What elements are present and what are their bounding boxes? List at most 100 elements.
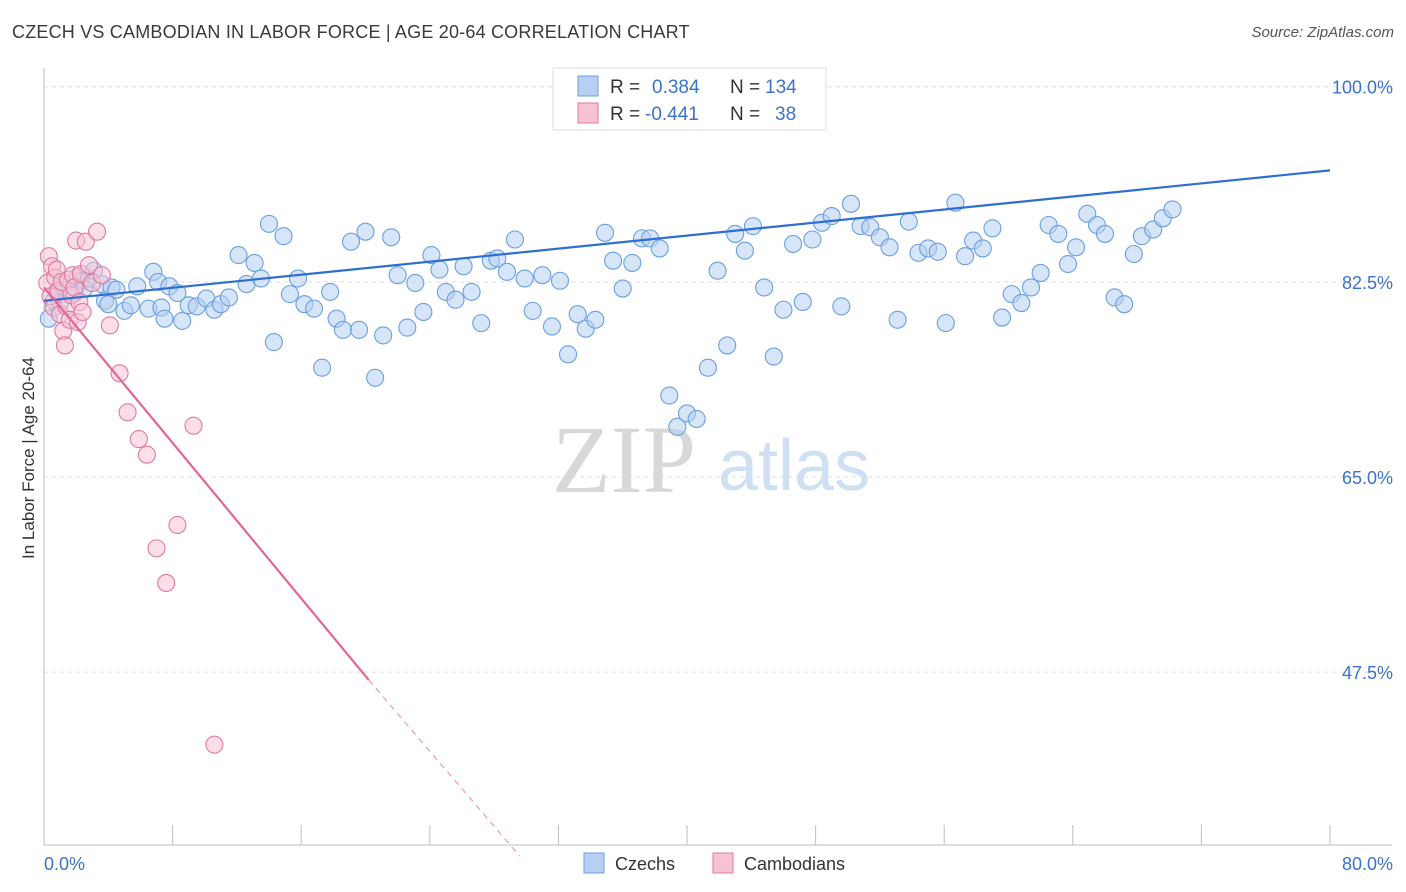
czech-point-81 bbox=[613, 279, 632, 298]
trend-lines bbox=[43, 169, 1331, 857]
cambodian-point-32 bbox=[137, 445, 156, 464]
czech-point-51 bbox=[356, 222, 375, 241]
czech-point-52 bbox=[366, 368, 385, 387]
chart-title: CZECH VS CAMBODIAN IN LABOR FORCE | AGE … bbox=[12, 22, 690, 42]
czech-point-48 bbox=[333, 320, 353, 339]
cambodian-point-29 bbox=[110, 364, 129, 383]
czech-point-53 bbox=[374, 326, 393, 345]
czech-point-76 bbox=[568, 305, 587, 324]
czech-point-97 bbox=[764, 347, 783, 366]
czech-point-100 bbox=[793, 292, 812, 311]
czech-point-59 bbox=[422, 246, 441, 265]
czech-point-62 bbox=[446, 290, 465, 309]
czech-point-40 bbox=[274, 227, 293, 246]
czech-point-87 bbox=[668, 417, 687, 436]
czech-point-36 bbox=[245, 253, 264, 272]
czech-point-55 bbox=[388, 266, 407, 285]
legend-r-value-cambodians: -0.441 bbox=[645, 104, 699, 125]
axes bbox=[43, 68, 1392, 846]
czech-point-44 bbox=[305, 299, 324, 318]
cambodian-point-34 bbox=[157, 573, 176, 592]
czech-point-99 bbox=[784, 234, 803, 254]
czech-point-117 bbox=[956, 247, 975, 266]
bottom-legend-swatch-cambodians bbox=[712, 852, 734, 874]
czech-point-135 bbox=[1124, 244, 1143, 264]
czech-point-115 bbox=[936, 314, 955, 333]
legend-n-value-czechs: 134 bbox=[765, 77, 797, 98]
y-tick-label-2: 82.5% bbox=[1342, 273, 1393, 293]
cambodian-point-11 bbox=[55, 336, 74, 355]
cambodian-point-26 bbox=[87, 222, 107, 241]
czech-point-105 bbox=[841, 194, 861, 213]
czech-point-121 bbox=[993, 308, 1012, 327]
czech-point-63 bbox=[454, 257, 473, 276]
cambodian-point-27 bbox=[92, 266, 111, 285]
czech-point-34 bbox=[229, 246, 248, 265]
legend-swatch-cambodians bbox=[577, 102, 599, 124]
series-legend: Czechs Cambodians bbox=[583, 852, 845, 874]
czech-point-128 bbox=[1058, 254, 1078, 274]
czech-point-127 bbox=[1049, 224, 1068, 243]
czech-point-41 bbox=[280, 285, 299, 304]
czech-point-125 bbox=[1031, 263, 1050, 282]
czech-point-73 bbox=[542, 317, 562, 336]
cambodian-point-22 bbox=[73, 302, 92, 322]
czech-point-139 bbox=[1163, 200, 1182, 219]
czech-point-120 bbox=[983, 219, 1002, 238]
cambodian-point-35 bbox=[168, 515, 187, 535]
czech-point-70 bbox=[515, 269, 534, 288]
series-cambodians bbox=[38, 222, 224, 754]
czech-point-68 bbox=[497, 262, 517, 281]
legend-n-label-czechs: N = bbox=[730, 77, 760, 98]
cambodian-point-23 bbox=[76, 232, 95, 251]
czech-point-94 bbox=[735, 241, 754, 260]
czech-point-132 bbox=[1095, 224, 1114, 243]
grid-lines bbox=[44, 86, 1392, 673]
czech-point-72 bbox=[533, 266, 552, 285]
czech-point-104 bbox=[832, 297, 851, 316]
legend-n-label-cambodians: N = bbox=[730, 104, 760, 125]
czech-point-64 bbox=[462, 282, 481, 301]
czech-point-80 bbox=[604, 251, 623, 270]
czech-point-69 bbox=[505, 230, 525, 249]
cambodian-point-33 bbox=[147, 539, 166, 558]
czech-point-109 bbox=[880, 238, 899, 257]
legend-r-value-czechs: 0.384 bbox=[652, 77, 700, 98]
legend-n-value-cambodians: 38 bbox=[775, 104, 796, 125]
czech-trend-line bbox=[43, 169, 1331, 302]
y-tick-label-0: 47.5% bbox=[1342, 663, 1393, 683]
czech-point-78 bbox=[586, 310, 605, 329]
czech-point-24 bbox=[155, 309, 174, 328]
x-tick-label-0: 0.0% bbox=[44, 854, 85, 874]
bottom-legend-label-cambodians: Cambodians bbox=[744, 854, 845, 874]
cambodian-trend-extension bbox=[368, 679, 521, 857]
czech-point-16 bbox=[107, 280, 126, 299]
cambodian-trend-line bbox=[43, 286, 370, 681]
czech-point-101 bbox=[803, 230, 822, 249]
czech-point-18 bbox=[121, 296, 140, 315]
cambodian-point-36 bbox=[184, 416, 203, 435]
czech-point-91 bbox=[708, 261, 727, 280]
czech-point-86 bbox=[660, 386, 679, 405]
czech-point-129 bbox=[1066, 238, 1086, 257]
czech-point-49 bbox=[341, 232, 361, 251]
czech-point-46 bbox=[321, 282, 340, 301]
legend-r-label-czechs: R = bbox=[610, 77, 640, 98]
legend-swatch-czechs bbox=[577, 75, 599, 97]
czech-point-85 bbox=[650, 239, 669, 258]
y-tick-label-1: 65.0% bbox=[1342, 468, 1393, 488]
tick-labels: 47.5% 65.0% 82.5% 100.0% 0.0% 80.0% bbox=[44, 78, 1393, 874]
y-axis-title: In Labor Force | Age 20-64 bbox=[19, 357, 38, 559]
source-label: Source: ZipAtlas.com bbox=[1251, 24, 1394, 41]
czech-point-123 bbox=[1012, 294, 1031, 313]
czech-point-79 bbox=[595, 223, 615, 242]
czech-point-95 bbox=[743, 217, 762, 236]
czech-point-60 bbox=[430, 260, 449, 279]
czech-point-75 bbox=[558, 345, 578, 364]
czech-point-114 bbox=[928, 242, 947, 261]
czech-point-56 bbox=[398, 318, 417, 337]
czech-point-74 bbox=[550, 271, 570, 290]
czech-point-90 bbox=[698, 358, 717, 377]
czech-point-111 bbox=[899, 212, 918, 231]
